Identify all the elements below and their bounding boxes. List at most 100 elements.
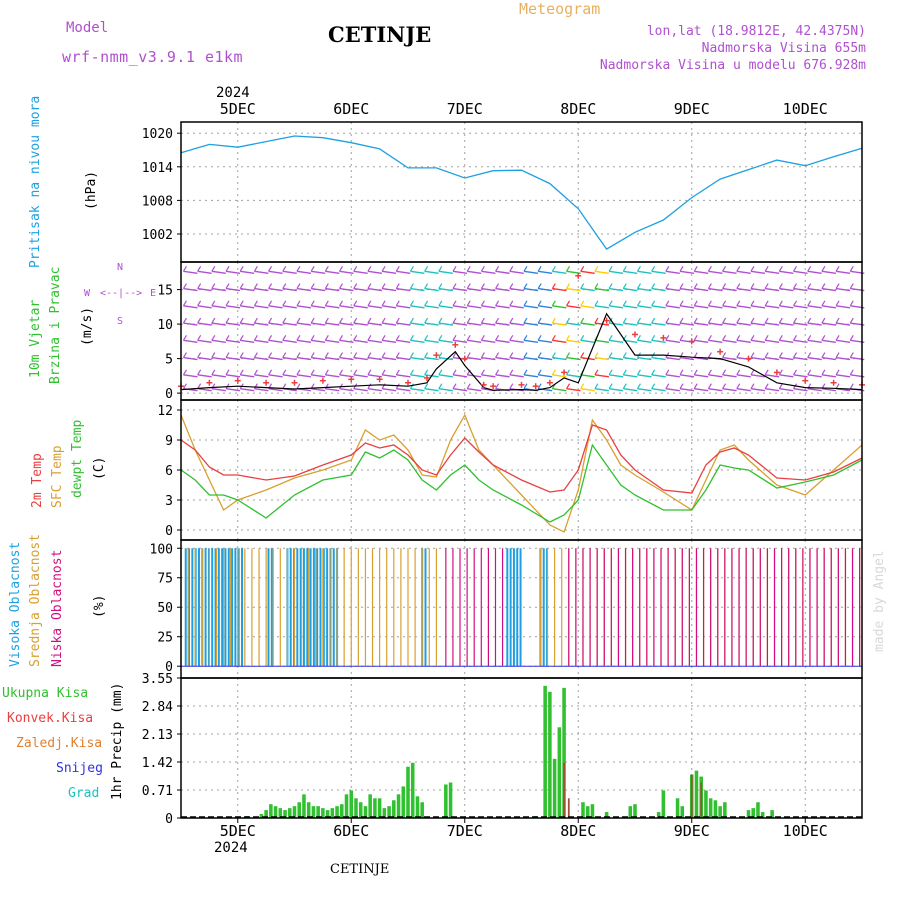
precip-total-bar xyxy=(358,802,363,818)
precip-total-bar xyxy=(406,766,410,818)
wind-barb xyxy=(268,387,283,392)
precip-total-bar xyxy=(420,802,424,818)
wind-barb xyxy=(694,339,709,344)
wind-barb xyxy=(381,387,397,392)
wind-barb xyxy=(708,287,723,292)
wind-barb xyxy=(311,305,326,309)
precip-total-bar xyxy=(330,808,335,818)
precip-tick-label: 2.13 xyxy=(142,728,173,743)
precip-total-bar xyxy=(283,810,287,818)
wind-barb-flag xyxy=(651,317,656,324)
wind-barb xyxy=(311,356,326,361)
precip-total-bar xyxy=(543,685,547,818)
wind-barb-flag xyxy=(821,266,826,272)
wind-barb xyxy=(637,305,652,309)
wind-barb-flag xyxy=(268,335,273,341)
wind-barb xyxy=(509,322,524,326)
wind-barb-flag xyxy=(395,369,400,376)
wind-barb-flag xyxy=(849,369,854,376)
wind-barb-flag xyxy=(452,369,457,376)
wind-barb xyxy=(396,270,411,275)
wind-barb xyxy=(424,287,439,292)
wind-barb xyxy=(197,305,212,309)
precip-total-bar xyxy=(368,794,372,818)
wind-barb xyxy=(736,387,751,392)
wind-barb xyxy=(325,374,340,378)
wind-barb-flag xyxy=(324,352,329,358)
wind-barb xyxy=(765,374,780,378)
wind-barb xyxy=(481,356,496,361)
wind-barb-flag xyxy=(821,352,826,358)
wind-barb xyxy=(481,287,496,292)
wind-barb xyxy=(197,322,212,326)
wind-barb-flag xyxy=(849,300,854,307)
wind-barb-flag xyxy=(310,266,315,272)
wind-barb xyxy=(694,305,709,309)
wind-barb-flag xyxy=(665,369,670,376)
wind-barb xyxy=(750,339,766,344)
precip-total-bar xyxy=(656,812,661,818)
precip-total-bar xyxy=(723,802,727,818)
wind-barb-flag xyxy=(537,369,542,376)
wind-barb-flag xyxy=(353,317,358,324)
wind-barb xyxy=(594,339,609,344)
wind-barb-flag xyxy=(608,383,613,389)
wind-barb xyxy=(311,270,326,275)
pressure-tick-label: 1020 xyxy=(142,127,173,142)
wind-barb xyxy=(580,322,595,326)
wind-barb xyxy=(694,387,709,392)
wind-barb-flag xyxy=(239,317,244,324)
wind-barb xyxy=(623,287,638,292)
wind-barb xyxy=(211,356,226,361)
wind-barb xyxy=(637,387,652,392)
wind-barb xyxy=(268,374,283,378)
altitude: Nadmorska Visina 655m xyxy=(701,41,866,56)
wind-barb-flag xyxy=(282,369,287,376)
wind-barb-flag xyxy=(551,335,556,341)
wind-barb xyxy=(722,339,737,344)
wind-barb xyxy=(765,270,780,275)
day-label-top: 7DEC xyxy=(447,100,483,118)
wind-barb xyxy=(495,356,510,361)
wind-barb xyxy=(410,356,425,361)
wind-barb-flag xyxy=(523,266,528,272)
wind-barb xyxy=(608,322,624,326)
wind-barb-flag xyxy=(651,300,656,307)
precip-total-bar xyxy=(552,758,557,818)
wind-barb-flag xyxy=(509,300,514,307)
wind-barb-flag xyxy=(807,352,812,358)
wind-barb xyxy=(807,374,822,378)
wind-barb xyxy=(552,387,567,392)
wind-barb-flag xyxy=(636,300,641,307)
wind-barb-flag xyxy=(736,266,741,272)
wind-barb xyxy=(467,270,482,275)
pressure-tick-label: 1014 xyxy=(142,161,173,176)
wind-barb xyxy=(538,305,553,309)
precip-total-bar xyxy=(756,802,760,818)
cloud-tick-label: 50 xyxy=(157,601,173,616)
precip-total-bar xyxy=(349,790,354,818)
compass-s: S xyxy=(117,316,124,327)
wind-barb xyxy=(736,374,751,378)
wind-barb-flag xyxy=(282,335,287,341)
wind-barb xyxy=(268,322,283,326)
wind-barb-flag xyxy=(438,369,443,376)
wind-barb xyxy=(325,287,340,292)
wind-barb-flag xyxy=(778,266,783,272)
wind-barb-flag xyxy=(608,352,613,358)
wind-barb xyxy=(665,270,680,275)
wind-barb xyxy=(665,287,680,292)
wind-barb-flag xyxy=(324,335,329,341)
compass-arrows: <--|--> xyxy=(100,288,143,299)
wind-barb-flag xyxy=(722,383,727,389)
wind-barb-flag xyxy=(197,352,202,358)
wind-barb-flag xyxy=(722,317,727,324)
wind-barb-flag xyxy=(211,266,216,272)
wind-barb xyxy=(410,387,425,392)
wind-barb-flag xyxy=(608,300,613,307)
wind-barb xyxy=(467,322,482,326)
precip-total-bar xyxy=(321,808,325,818)
wind-barb-flag xyxy=(381,300,386,307)
wind-barb-flag xyxy=(367,317,372,324)
wind-barb-flag xyxy=(722,266,727,272)
